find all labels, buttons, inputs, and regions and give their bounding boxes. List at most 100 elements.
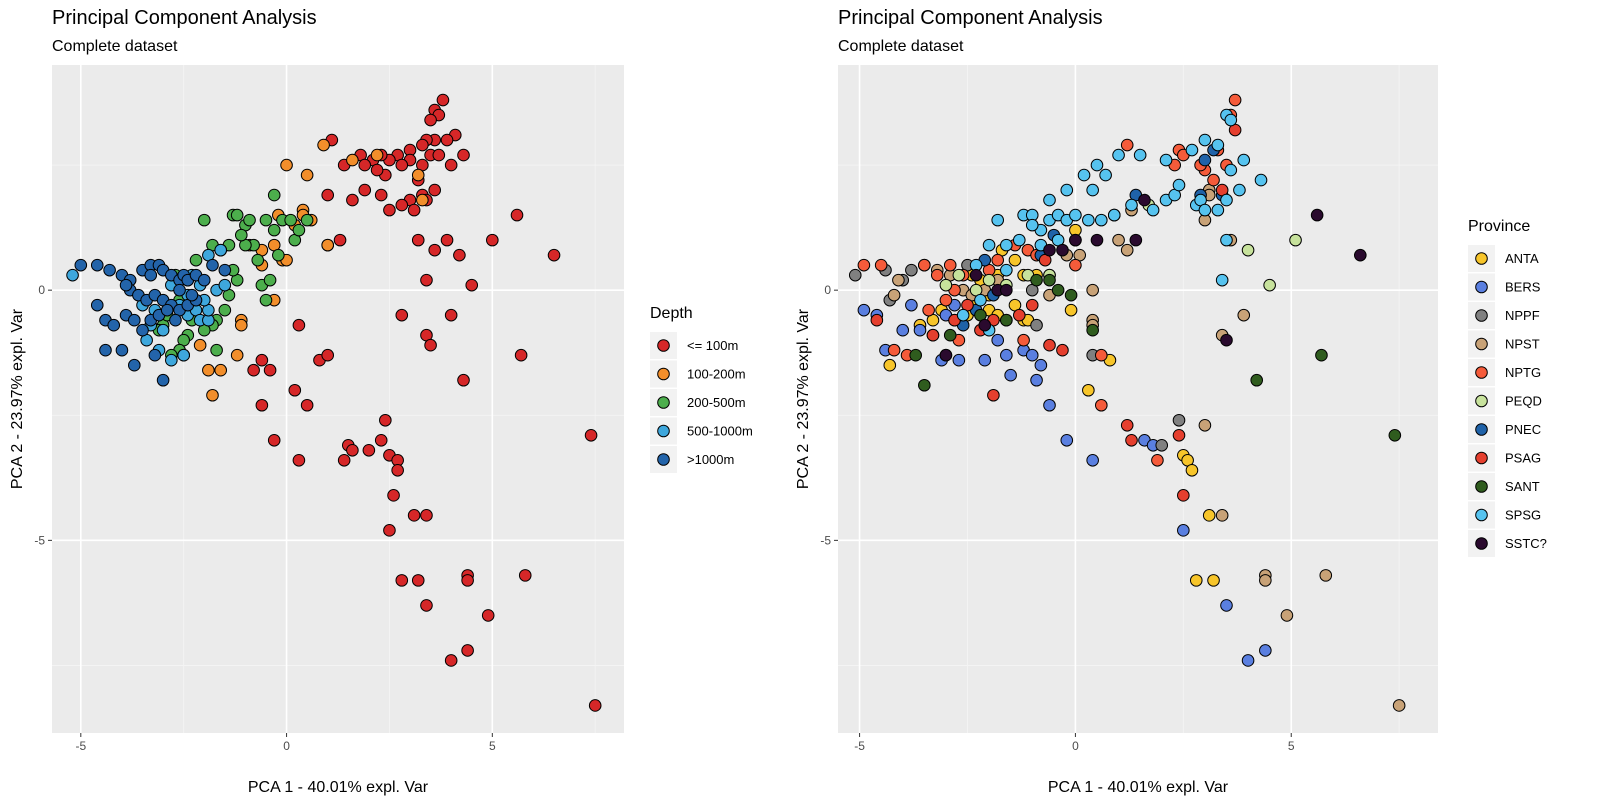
chart-title: Principal Component Analysis (838, 7, 1103, 29)
data-point--1000m (107, 318, 121, 332)
data-point-spsg (1133, 148, 1147, 162)
data-point-bers (1000, 348, 1013, 362)
data-point--100m (457, 373, 470, 387)
data-point--100m (358, 158, 372, 172)
data-point-nptg (1095, 398, 1108, 412)
legend-marker (1475, 252, 1488, 265)
data-point-500-1000m (214, 243, 228, 257)
data-point-anta (883, 358, 897, 372)
x-tick-label: 5 (1288, 739, 1295, 753)
data-point-psag (1172, 428, 1186, 442)
data-point-sstc- (1000, 283, 1013, 297)
data-point-psag (1025, 298, 1039, 312)
data-point-sstc- (1043, 243, 1056, 257)
data-point--100m (395, 158, 409, 172)
data-point-npst (1086, 283, 1099, 297)
data-point-anta (1207, 574, 1220, 587)
legend-label: SANT (1505, 479, 1540, 494)
y-axis-title: PCA 2 - 23.97% expl. Var (795, 308, 812, 489)
legend-marker (1475, 451, 1488, 465)
data-point--100m (588, 699, 602, 712)
legend-label: NPPF (1505, 308, 1540, 323)
data-point--100m (420, 273, 433, 287)
data-point-anta (1008, 253, 1022, 267)
data-point--100m (346, 193, 359, 207)
data-point-spsg (1224, 113, 1238, 127)
data-point-100-200m (230, 348, 244, 362)
data-point-npst (1392, 699, 1406, 712)
data-point-sant (1250, 373, 1264, 387)
data-point-200-500m (263, 273, 277, 287)
data-point--100m (436, 93, 450, 107)
data-point-spsg (1000, 263, 1013, 277)
y-tick-label: -5 (820, 533, 831, 547)
data-point-nppf (1172, 413, 1186, 427)
data-point--1000m (206, 258, 219, 272)
data-point-sstc- (939, 348, 953, 362)
data-point-500-1000m (66, 268, 79, 282)
data-point-spsg (1060, 183, 1074, 197)
data-point--100m (370, 163, 384, 177)
data-point-100-200m (280, 158, 293, 172)
legend-label: ANTA (1505, 251, 1539, 266)
data-point-spsg (1012, 233, 1026, 247)
data-point-nptg (1207, 173, 1220, 187)
data-point-500-1000m (165, 353, 178, 367)
data-point--1000m (136, 323, 149, 337)
data-point--1000m (99, 343, 112, 357)
data-point-spsg (1025, 218, 1039, 232)
data-point-nptg (874, 258, 888, 272)
data-point--1000m (115, 343, 129, 357)
data-point-sstc- (1056, 243, 1069, 257)
data-point-bers (978, 353, 992, 367)
data-point-bers (1025, 348, 1039, 362)
legend-marker (1475, 508, 1488, 522)
data-point-spsg (974, 293, 987, 307)
data-point-psag (1056, 343, 1069, 357)
data-point--100m (395, 198, 409, 212)
data-point-200-500m (189, 253, 203, 267)
data-point--1000m (169, 313, 182, 327)
chart-panel-1: Principal Component Analysis Complete dat… (9, 7, 753, 796)
legend: Depth <= 100m 100-200m 200-500m 500-1000m >10… (650, 305, 753, 473)
data-point-spsg (1215, 273, 1229, 287)
data-point-100-200m (317, 138, 330, 152)
data-point-nptg (930, 268, 944, 282)
legend-marker (1475, 480, 1488, 493)
data-point-bers (905, 298, 918, 312)
data-point-nptg (1095, 348, 1108, 362)
data-point-100-200m (214, 363, 228, 377)
data-point-nppf (1030, 318, 1043, 332)
data-point-psag (1177, 489, 1190, 502)
data-point-bers (991, 333, 1005, 347)
data-points (848, 93, 1406, 712)
data-point-bers (1241, 654, 1255, 667)
data-point-200-500m (284, 213, 297, 227)
data-point-spsg (1237, 153, 1251, 167)
data-point-npst (1198, 418, 1212, 432)
data-point-anta (1064, 303, 1078, 317)
data-point-200-500m (218, 303, 232, 317)
x-axis-title: PCA 1 - 40.01% expl. Var (1048, 779, 1229, 796)
legend-marker (657, 453, 670, 466)
data-point--100m (407, 509, 421, 522)
data-point-nptg (918, 258, 931, 272)
data-point-100-200m (416, 193, 429, 207)
data-point--100m (346, 443, 359, 457)
y-tick-label: -5 (34, 533, 45, 547)
y-tick-label: 0 (38, 283, 45, 297)
data-point-500-1000m (156, 323, 170, 337)
data-point--100m (255, 398, 269, 412)
data-point--100m (432, 148, 446, 162)
data-point-anta (1082, 383, 1095, 397)
data-point--100m (584, 428, 598, 442)
data-point-200-500m (234, 228, 248, 242)
data-point--100m (379, 413, 392, 427)
data-point-200-500m (292, 223, 306, 237)
data-point-spsg (1211, 138, 1225, 152)
data-point-sstc- (1354, 248, 1367, 262)
data-point-200-500m (272, 248, 285, 262)
data-point-200-500m (243, 213, 256, 227)
y-tick-label: 0 (824, 283, 831, 297)
legend-label: 200-500m (687, 395, 746, 410)
